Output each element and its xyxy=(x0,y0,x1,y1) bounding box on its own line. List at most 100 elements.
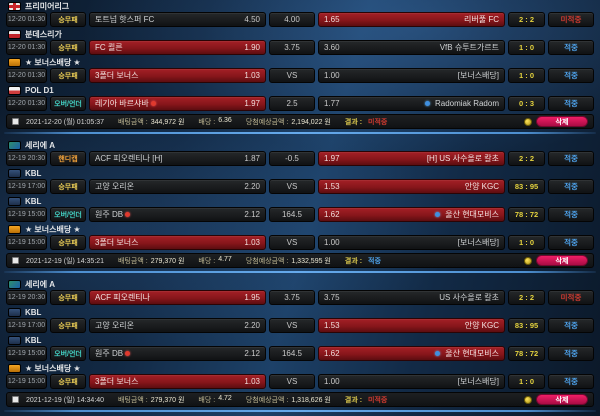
away-odds: 1.53 xyxy=(324,182,340,191)
league-header: ★ 보너스배당 ★ xyxy=(8,364,594,373)
away-team-name: Radomiak Radom xyxy=(434,99,499,108)
bet-type-chip: 오버/언더 xyxy=(50,96,86,111)
home-odds: 1.87 xyxy=(244,154,260,163)
away-team-name: [H] US 사수올로 칼초 xyxy=(426,154,499,163)
away-team-name: [보너스배당] xyxy=(457,377,499,386)
match-time: 12-19 15:00 xyxy=(6,235,47,250)
away-odds: 1.97 xyxy=(324,154,340,163)
bet-datetime: 2021-12-19 (일) 14:35:21 xyxy=(26,257,105,265)
away-pick-cell: 3.75 US 사수올로 칼초 xyxy=(318,290,505,305)
slip-result: 결과 : 미적중 xyxy=(345,117,387,127)
score-cell: 1 : 0 xyxy=(508,68,545,83)
result-value: 미적중 xyxy=(368,118,388,126)
score-cell: 78 : 72 xyxy=(508,207,545,222)
home-team-name: 3폴더 보너스 xyxy=(95,377,139,386)
home-odds: 2.12 xyxy=(244,349,260,358)
bet-amount: 배팅금액 : 279,370 원 xyxy=(118,395,184,405)
home-odds: 1.03 xyxy=(244,238,260,247)
away-team-wrap: 울산 현대모비스 xyxy=(433,209,499,220)
bet-row: 12-20 01:30 승무패 3폴더 보너스 1.03 VS 1.00 [보너… xyxy=(6,68,594,83)
away-odds: 3.60 xyxy=(324,43,340,52)
away-team-name: 안양 KGC xyxy=(464,321,499,330)
delete-button[interactable]: 삭제 xyxy=(536,116,588,127)
score-cell: 2 : 2 xyxy=(508,290,545,305)
score-cell: 1 : 0 xyxy=(508,235,545,250)
bet-amount-value: 279,370 원 xyxy=(150,396,185,404)
home-team-name: FC 쾰른 xyxy=(95,43,123,52)
home-team-name: 고양 오리온 xyxy=(95,321,135,330)
draw-or-line-cell: 164.5 xyxy=(269,207,315,222)
bet-type-chip: 승무패 xyxy=(50,235,86,250)
bet-type-chip: 승무패 xyxy=(50,179,86,194)
home-team-name: 원주 DB xyxy=(95,210,124,219)
draw-or-line-cell: 3.75 xyxy=(269,290,315,305)
away-pick-cell: 1.65 리버풀 FC xyxy=(318,12,505,27)
match-time: 12-20 01:30 xyxy=(6,40,47,55)
home-pick-cell: 3폴더 보너스 1.03 xyxy=(89,235,266,250)
delete-button[interactable]: 삭제 xyxy=(536,394,588,405)
bet-type-label: 승무패 xyxy=(58,378,78,386)
draw-or-line-cell: VS xyxy=(269,318,315,333)
away-odds: 1.53 xyxy=(324,321,340,330)
bet-row: 12-19 15:00 오버/언더 원주 DB 2.12 164.5 1.62 … xyxy=(6,207,594,222)
away-team-wrap: US 사수올로 칼초 xyxy=(439,292,499,303)
away-pick-cell: 3.60 VfB 슈투트가르트 xyxy=(318,40,505,55)
bet-slip: 세리에 A 12-19 20:30 핸디캡 ACF 피오렌티나 [H] 1.87… xyxy=(4,141,596,273)
league-name: KBL xyxy=(25,336,42,345)
match-time: 12-19 15:00 xyxy=(6,374,47,389)
delete-button[interactable]: 삭제 xyxy=(536,255,588,266)
draw-or-line-cell: 3.75 xyxy=(269,40,315,55)
away-odds: 1.00 xyxy=(324,377,340,386)
home-odds: 2.12 xyxy=(244,210,260,219)
match-time: 12-20 01:30 xyxy=(6,96,47,111)
bet-type-label: 승무패 xyxy=(58,72,78,80)
total-odds-label: 배당 : xyxy=(198,257,216,265)
expected-payout: 당첨예상금액 : 2,194,022 원 xyxy=(246,117,331,127)
bet-slip-footer: 2021-12-19 (일) 14:35:21 배팅금액 : 279,370 원… xyxy=(6,253,594,268)
total-odds-label: 배당 : xyxy=(198,118,216,126)
league-flag-icon xyxy=(8,225,21,234)
home-team-name: ACF 피오렌티나 [H] xyxy=(95,154,163,163)
bet-amount-label: 배팅금액 : xyxy=(118,118,148,126)
bet-row: 12-20 01:30 오버/언더 레기아 바르샤바 1.97 2.5 1.77… xyxy=(6,96,594,111)
away-pick-cell: 1.00 [보너스배당] xyxy=(318,68,505,83)
away-odds: 1.62 xyxy=(324,349,340,358)
bet-slip: 프리미어리그 12-20 01:30 승무패 토트넘 핫스퍼 FC 4.50 4… xyxy=(4,2,596,134)
bet-row: 12-20 01:30 승무패 FC 쾰른 1.90 3.75 3.60 VfB… xyxy=(6,40,594,55)
select-checkbox[interactable] xyxy=(12,396,19,403)
away-team-wrap: [보너스배당] xyxy=(458,237,499,248)
home-team-name: 3폴더 보너스 xyxy=(95,238,139,247)
score-cell: 0 : 3 xyxy=(508,96,545,111)
bet-type-chip: 핸디캡 xyxy=(50,151,86,166)
home-pick-cell: 원주 DB 2.12 xyxy=(89,207,266,222)
select-checkbox[interactable] xyxy=(12,257,19,264)
away-team-name: [보너스배당] xyxy=(457,238,499,247)
expected-payout-label: 당첨예상금액 : xyxy=(245,396,289,404)
league-name: ★ 보너스배당 ★ xyxy=(25,58,81,67)
bet-type-chip: 승무패 xyxy=(50,290,86,305)
draw-or-line-cell: 4.00 xyxy=(269,12,315,27)
bet-row: 12-19 15:00 승무패 3폴더 보너스 1.03 VS 1.00 [보너… xyxy=(6,235,594,250)
bet-type-label: 승무패 xyxy=(58,239,78,247)
result-status-cell: 적중 xyxy=(548,207,594,222)
bet-type-chip: 승무패 xyxy=(50,12,86,27)
match-time: 12-20 01:30 xyxy=(6,12,47,27)
league-flag-icon xyxy=(8,197,21,206)
home-pick-cell: 레기아 바르샤바 1.97 xyxy=(89,96,266,111)
bet-datetime: 2021-12-20 (월) 01:05:37 xyxy=(26,118,105,126)
away-team-wrap: [보너스배당] xyxy=(458,376,499,387)
match-time: 12-19 20:30 xyxy=(6,290,47,305)
select-checkbox[interactable] xyxy=(12,118,19,125)
expected-payout-value: 1,318,626 원 xyxy=(291,396,331,404)
league-header: 세리에 A xyxy=(8,141,594,150)
away-pick-cell: 1.97 [H] US 사수올로 칼초 xyxy=(318,151,505,166)
total-odds-value: 4.72 xyxy=(218,394,232,402)
league-name: KBL xyxy=(25,308,42,317)
league-name: KBL xyxy=(25,169,42,178)
bet-row: 12-19 15:00 오버/언더 원주 DB 2.12 164.5 1.62 … xyxy=(6,346,594,361)
result-status-cell: 적중 xyxy=(548,40,594,55)
bet-slip-footer: 2021-12-20 (월) 01:05:37 배팅금액 : 344,972 원… xyxy=(6,114,594,129)
away-marker-icon xyxy=(424,101,430,106)
home-team-name: 레기아 바르샤바 xyxy=(95,99,149,108)
league-header: KBL xyxy=(8,336,594,345)
